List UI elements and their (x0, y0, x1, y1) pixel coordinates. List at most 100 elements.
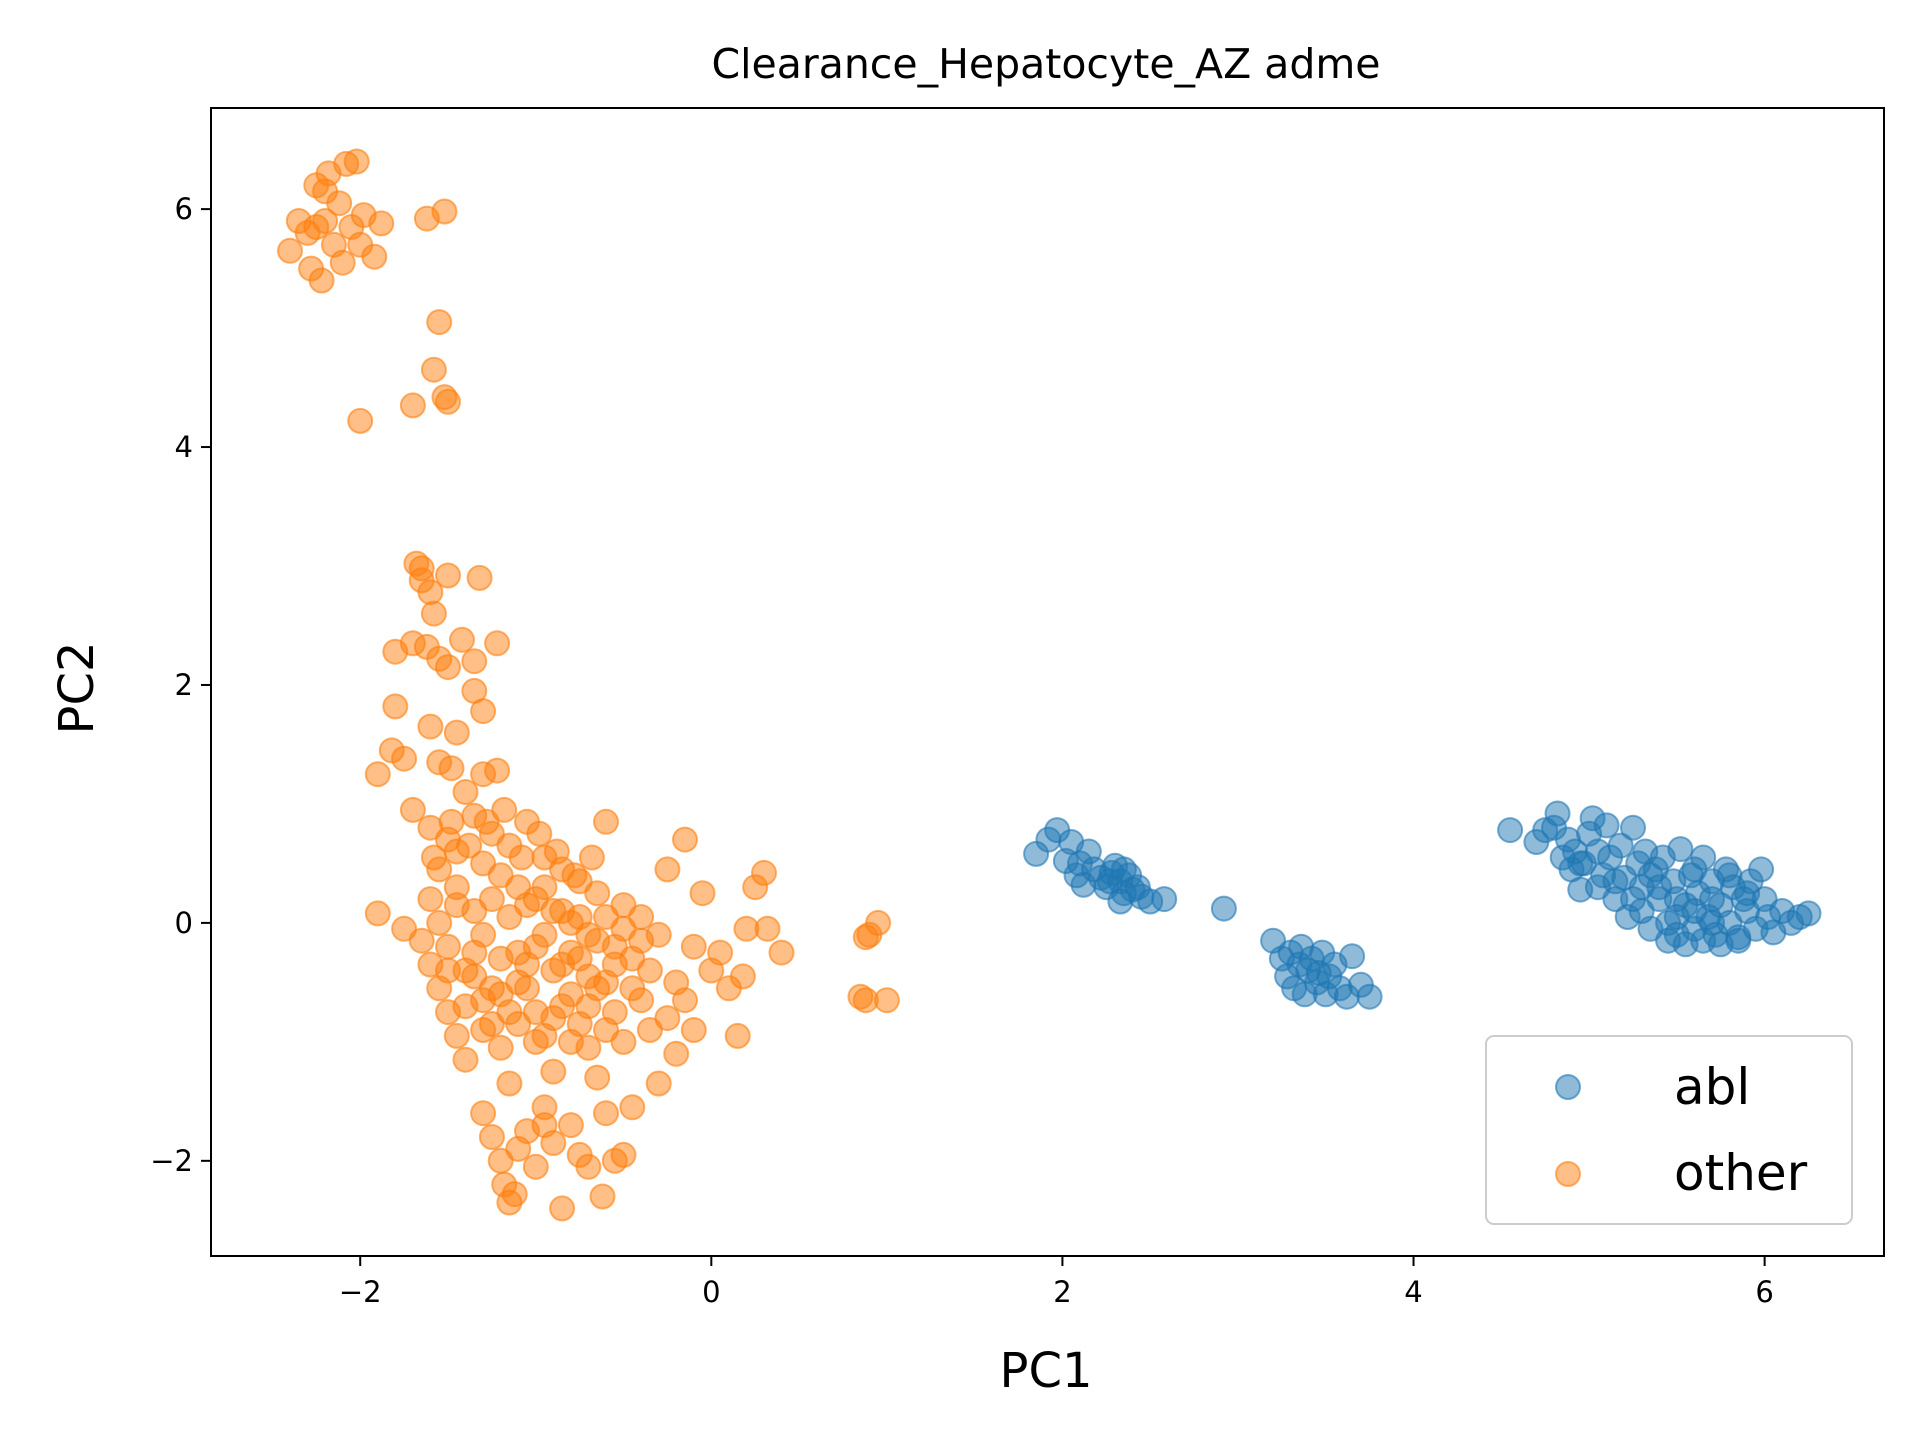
point-other-204 (438, 808, 465, 835)
point-other-192 (540, 1005, 567, 1032)
x-axis-label: PC1 (1000, 1343, 1093, 1399)
point-abl-114 (1725, 927, 1752, 954)
point-abl-46 (1305, 959, 1332, 986)
point-abl-51 (1544, 800, 1571, 827)
point-other-193 (557, 1028, 584, 1055)
point-other-145 (557, 1112, 584, 1139)
x-tick-label: 6 (1755, 1275, 1773, 1309)
y-axis-label: PC2 (49, 642, 105, 735)
point-other-177 (443, 892, 470, 919)
point-other-196 (456, 832, 483, 859)
point-other-42 (484, 630, 511, 657)
legend-marker-other (1555, 1161, 1581, 1187)
point-other-32 (420, 600, 447, 627)
point-abl-104 (1795, 900, 1822, 927)
point-other-189 (487, 981, 514, 1008)
point-abl-123 (1699, 886, 1725, 913)
point-other-80 (636, 957, 663, 984)
point-abl-68 (1620, 814, 1646, 841)
point-other-184 (566, 945, 593, 972)
point-other-128 (654, 1005, 681, 1032)
x-tick-label: −2 (339, 1275, 382, 1309)
point-other-191 (522, 1028, 549, 1055)
point-other-197 (473, 808, 500, 835)
point-abl-118 (1584, 874, 1611, 901)
point-other-173 (610, 915, 637, 942)
point-other-147 (575, 1153, 602, 1180)
point-other-46 (417, 713, 444, 740)
point-other-26 (399, 392, 426, 419)
point-other-162 (514, 892, 540, 919)
point-other-200 (526, 820, 553, 847)
point-other-202 (561, 862, 588, 889)
point-other-88 (707, 939, 734, 966)
plot-area-frame (210, 107, 1885, 1257)
point-abl-47 (1497, 817, 1524, 844)
point-other-16 (361, 243, 388, 270)
point-other-141 (522, 1153, 549, 1180)
y-tick-label: −2 (150, 1144, 193, 1178)
point-abl-124 (1663, 904, 1690, 930)
point-other-74 (584, 880, 611, 907)
point-abl-115 (1637, 862, 1664, 889)
point-other-201 (543, 838, 570, 865)
point-other-172 (601, 951, 628, 978)
point-other-98 (364, 900, 391, 927)
point-abl-25 (1210, 895, 1237, 922)
point-abl-24 (1110, 856, 1137, 883)
point-other-148 (589, 1183, 616, 1210)
legend-marker-abl (1555, 1074, 1581, 1100)
point-other-120 (584, 1064, 611, 1091)
point-other-27 (347, 407, 374, 434)
point-other-41 (461, 648, 488, 675)
point-other-151 (417, 886, 444, 913)
point-other-168 (566, 904, 593, 930)
point-other-165 (540, 957, 567, 984)
point-other-82 (654, 856, 681, 883)
point-other-54 (484, 757, 511, 784)
point-other-75 (593, 808, 619, 835)
point-other-190 (505, 1011, 532, 1037)
point-other-19 (303, 214, 330, 240)
point-other-131 (593, 1100, 619, 1127)
point-abl-122 (1734, 880, 1761, 907)
point-other-104 (443, 1022, 470, 1049)
point-other-105 (452, 1046, 479, 1073)
point-other-99 (391, 915, 418, 942)
point-abl-44 (1356, 983, 1383, 1010)
point-other-195 (593, 1017, 619, 1043)
point-other-194 (575, 993, 602, 1020)
point-other-97 (680, 1017, 707, 1043)
chart-title: Clearance_Hepatocyte_AZ adme (711, 40, 1380, 88)
x-tick-label: 4 (1404, 1275, 1422, 1309)
point-other-51 (364, 761, 391, 788)
point-other-181 (514, 951, 540, 978)
point-other-135 (478, 1124, 505, 1150)
point-other-208 (865, 909, 892, 936)
point-other-188 (470, 1017, 497, 1043)
point-other-94 (754, 915, 781, 942)
point-abl-21 (1151, 886, 1178, 913)
point-other-17 (368, 210, 395, 237)
point-other-110 (496, 1070, 523, 1097)
point-other-18 (312, 178, 339, 205)
point-other-164 (531, 874, 558, 901)
point-other-150 (531, 1112, 558, 1139)
point-other-129 (663, 1040, 690, 1067)
point-other-44 (470, 698, 497, 725)
point-abl-116 (1620, 886, 1646, 913)
point-other-50 (391, 745, 418, 772)
point-other-160 (496, 904, 523, 930)
point-other-86 (689, 880, 716, 907)
point-other-178 (461, 939, 488, 966)
x-tick-label: 0 (702, 1275, 720, 1309)
point-other-90 (724, 1022, 751, 1049)
point-other-109 (487, 1034, 514, 1061)
point-abl-97 (1748, 856, 1775, 883)
point-other-152 (426, 909, 453, 936)
point-other-33 (435, 562, 461, 589)
y-tick-label: 2 (175, 668, 193, 702)
point-other-56 (399, 796, 426, 823)
point-other-34 (466, 564, 493, 591)
